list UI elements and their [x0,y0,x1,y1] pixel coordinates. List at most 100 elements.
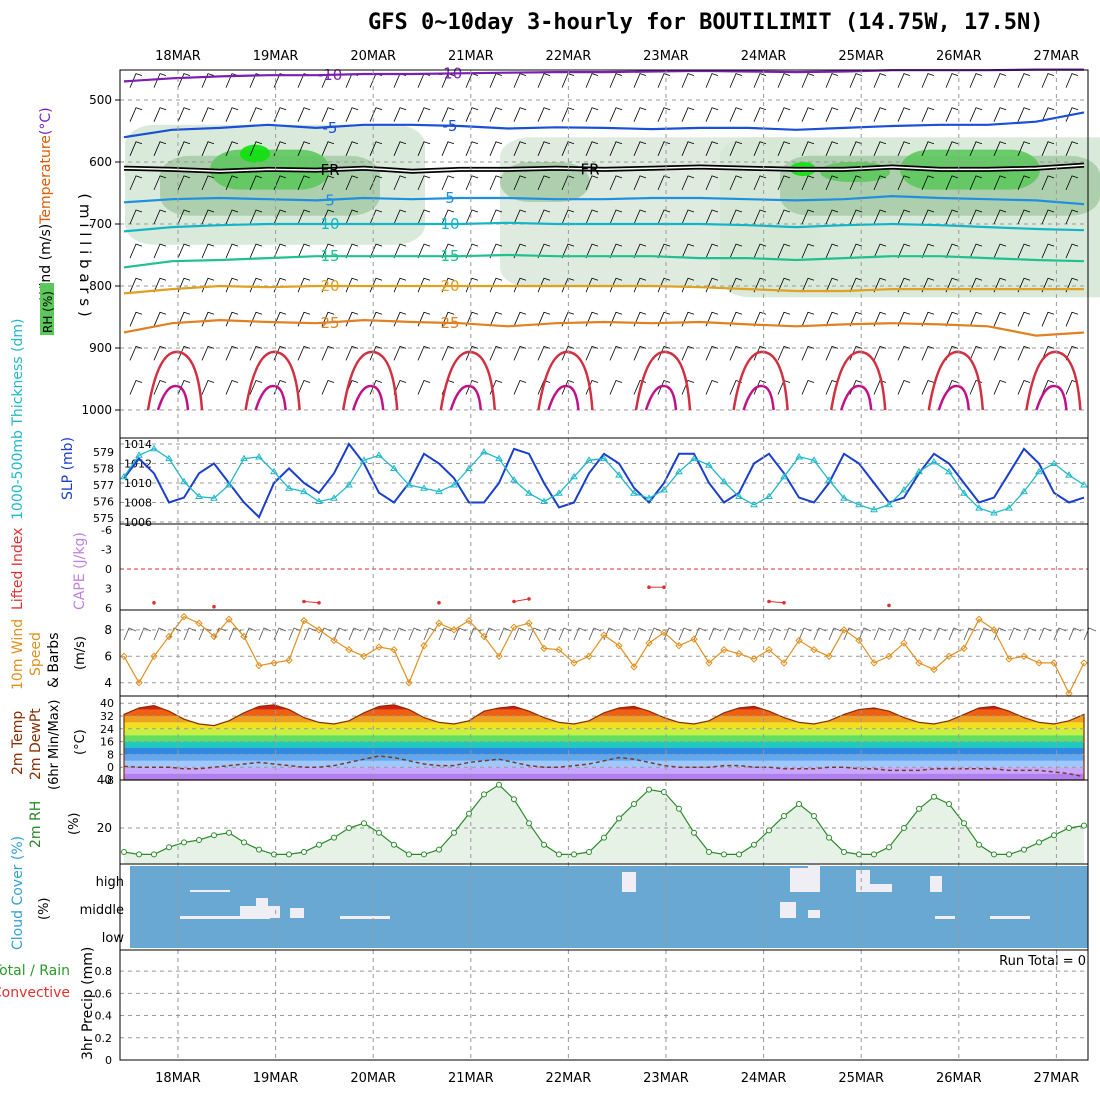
wind-speed-point [1080,659,1088,667]
wind-speed-point [870,659,878,667]
wind-barb [288,627,302,641]
slp-tick-label: 1008 [124,497,152,510]
wind-barb [408,627,422,641]
temperature-contour-30 [146,350,204,411]
thickness-point [570,472,578,480]
cloud-axis-unit: (%) [37,898,52,921]
wind-barb [825,107,839,122]
cloud-cell [856,870,870,892]
temperature-contour-35 [937,384,971,411]
wind-barb [849,277,863,293]
wind-barb [441,277,455,293]
rh-point [406,851,412,858]
temp-tick-label: 24 [100,723,114,736]
wind-barb [858,627,872,641]
wind-barb [423,627,437,641]
wind-barb [801,345,815,361]
isotherm-label: 20 [440,277,459,295]
wind-barb [585,380,599,395]
wind-barb [297,380,311,395]
isotherm-label: 20 [320,277,339,295]
wind-barb [609,141,623,156]
wind-barb [657,107,671,122]
wind-barb [993,141,1007,156]
rh-point [736,851,742,858]
wind-barb [657,277,671,293]
wind-barb [921,209,935,225]
temp-axis-unit: (°C) [73,729,88,755]
wind-barb [897,311,911,327]
wind-barb [849,243,863,259]
wind-barb [633,73,647,88]
wind-barb [345,311,359,327]
temp-tick-label: 16 [100,736,114,749]
wind-barb [993,107,1007,122]
wind-barb [1017,73,1031,88]
wind-barb [705,73,719,88]
thickness-point [885,500,893,508]
rh-point [946,801,952,807]
wind-barb [705,345,719,361]
wind-barb [609,209,623,225]
thickness-point [1005,504,1013,511]
rh-point [796,801,802,807]
precip-total-label: Total / Rain [0,963,70,979]
temperature-contour-35 [547,384,580,411]
wind-barb [945,141,959,156]
wind-barb [969,243,983,259]
wind-barb [369,209,383,225]
thickness-point [555,489,563,496]
wind-barb [129,175,143,191]
wind-barb [243,627,257,641]
rh-point [391,841,397,848]
rh-shading [240,144,270,163]
rh-point [1081,822,1087,829]
wind-barb [633,141,647,156]
wind-speed-point [510,623,518,631]
y-axis-label: Wind (m/s)Temperature(°C) [38,107,54,300]
precip-axis-label: 3hr Precip (mm) [80,947,96,1060]
rh-point [451,829,457,836]
wind-barb [378,627,392,641]
thickness-point [465,464,473,471]
rh-point [976,841,982,848]
precip-tick-label: 0 [105,1054,112,1067]
wind-barb [633,311,647,327]
date-label-bottom: 26MAR [936,1071,982,1086]
wind-barb [945,277,959,293]
wind-barb [321,107,335,122]
wind-barb [897,243,911,259]
wind-barb [681,141,695,156]
wind-barb [1065,175,1079,191]
wind-barb [249,243,263,259]
wind-barb [1017,345,1031,361]
wind-barb [393,627,407,641]
li-axis-label: Lifted Index [10,528,26,610]
wind-barb [393,277,407,293]
wind-barb [1041,73,1055,88]
wind-barb [801,277,815,293]
wind-barb [129,345,143,361]
wind-barb [1065,73,1079,88]
wind-barb [1017,311,1031,327]
date-label-bottom: 25MAR [838,1071,884,1086]
wind-barb [153,141,167,156]
thickness-point [720,477,728,485]
thickness-point [780,472,788,480]
wind-speed-point [465,616,473,625]
wind-barb [225,345,239,361]
wind-barb [1023,627,1037,641]
li-tick-label: 6 [105,602,112,615]
wind-barb [657,345,671,361]
wind-barb [153,277,167,293]
cloud-cell [290,908,304,918]
rh-point [721,851,727,858]
wind-barb [849,73,863,88]
rh-point [706,849,712,855]
wind-barb [993,73,1007,88]
wind-barb [417,380,431,395]
wind-barb [417,311,431,327]
wind-barb [177,209,191,225]
wind-barb [993,311,1007,327]
wind-barb [537,175,551,191]
